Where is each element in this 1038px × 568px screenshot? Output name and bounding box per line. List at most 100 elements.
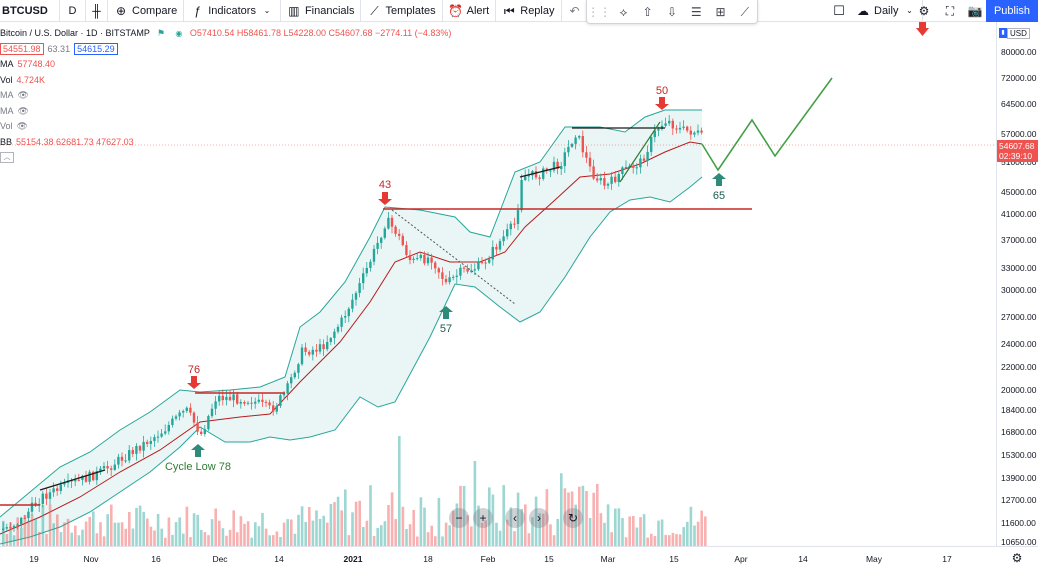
candle-body bbox=[185, 407, 188, 412]
arrow-down-tool-icon[interactable]: ⇩ bbox=[666, 4, 678, 19]
chart-type-button[interactable]: ╫ bbox=[86, 0, 108, 22]
candle-body bbox=[300, 347, 304, 365]
candle-body bbox=[113, 464, 116, 470]
scroll-right-button[interactable]: › bbox=[529, 508, 549, 528]
candle-body bbox=[542, 168, 545, 179]
green-flag-icon[interactable]: ⚑ bbox=[156, 28, 165, 39]
hidden-eye-icon[interactable]: 👁 bbox=[16, 121, 28, 131]
reset-chart-button[interactable]: ↻ bbox=[563, 508, 583, 528]
volume-bar bbox=[365, 520, 369, 546]
volume-bar bbox=[297, 514, 300, 546]
legend-ma3-hidden[interactable]: MA 👁 bbox=[0, 104, 451, 120]
cycle-low-arrow-65 bbox=[712, 173, 726, 186]
snapshot-button[interactable]: 📷 bbox=[962, 0, 988, 22]
time-tick: May bbox=[865, 554, 883, 564]
time-tick: Dec bbox=[212, 554, 228, 564]
candle-body bbox=[77, 479, 80, 481]
volume-bar bbox=[686, 521, 689, 546]
volume-bar bbox=[624, 537, 628, 546]
undo-icon: ↶ bbox=[569, 3, 580, 18]
alert-button[interactable]: ⏰ Alert bbox=[443, 0, 497, 22]
measure-tool-icon[interactable]: ⊞ bbox=[715, 4, 726, 19]
volume-bar bbox=[570, 491, 574, 546]
arrow-up-tool-icon[interactable]: ⇧ bbox=[642, 4, 653, 19]
candle-body bbox=[632, 165, 635, 168]
candle-body bbox=[192, 412, 196, 423]
volume-bar bbox=[578, 486, 581, 546]
volume-bar bbox=[178, 517, 181, 546]
volume-bar bbox=[581, 485, 585, 546]
interval-button[interactable]: D bbox=[60, 0, 86, 22]
candle-body bbox=[45, 493, 48, 499]
candle-body bbox=[405, 245, 408, 256]
undo-button[interactable]: ↶ bbox=[562, 0, 588, 22]
legend-vol[interactable]: Vol 4.724K bbox=[0, 73, 451, 89]
hidden-eye-icon[interactable]: 👁 bbox=[17, 105, 29, 116]
legend-bb[interactable]: BB 55154.38 62681.73 47627.03 bbox=[0, 135, 451, 151]
candle-body bbox=[344, 316, 347, 318]
volume-bar bbox=[315, 510, 318, 546]
time-axis[interactable]: ⚙ 19 Nov 16 Dec 14 2021 18 Feb 15 Mar 15 Apr 14 May 17 bbox=[0, 546, 1038, 568]
candle-body bbox=[502, 236, 505, 242]
volume-bar bbox=[12, 535, 16, 546]
volume-bar bbox=[59, 532, 63, 546]
legend-ma2-hidden[interactable]: MA 👁 bbox=[0, 88, 451, 104]
candle-body bbox=[452, 276, 455, 278]
candle-body bbox=[30, 502, 34, 512]
settings-button[interactable]: ⚙ bbox=[911, 0, 937, 22]
candle-body bbox=[531, 171, 534, 176]
volume-bar bbox=[556, 518, 559, 546]
alarm-clock-icon: ⏰ bbox=[448, 3, 464, 18]
publish-button[interactable]: Publish bbox=[986, 0, 1038, 22]
candle-body bbox=[239, 401, 242, 404]
volume-bar bbox=[200, 529, 203, 546]
volume-bar bbox=[106, 514, 109, 546]
candle-body bbox=[668, 120, 671, 124]
candle-body bbox=[272, 405, 275, 412]
bid-price[interactable]: 54551.98 bbox=[0, 43, 44, 56]
lines-tool-icon[interactable]: ☰ bbox=[690, 4, 702, 19]
volume-bar bbox=[466, 515, 469, 546]
indicators-button[interactable]: ƒ Indicators ⌄ bbox=[184, 0, 281, 22]
candle-body bbox=[117, 456, 120, 465]
financials-button[interactable]: ▥ Financials bbox=[281, 0, 362, 22]
legend-price-row: 54551.98 63.31 54615.29 bbox=[0, 42, 451, 58]
pattern-tool-icon[interactable]: ⟡ bbox=[619, 4, 628, 19]
volume-bar bbox=[153, 530, 156, 546]
volume-bar bbox=[477, 505, 480, 546]
candle-body bbox=[131, 450, 134, 454]
price-chart[interactable]: 76 43 50 Cycle Low 78 57 65 bbox=[0, 22, 996, 546]
timeframe-button[interactable]: ☁ Daily ⌄ bbox=[850, 0, 924, 22]
layout-button[interactable]: ☐ bbox=[826, 0, 852, 22]
volume-bar bbox=[664, 534, 667, 546]
currency-label[interactable]: USD bbox=[1007, 28, 1030, 39]
templates-button[interactable]: ⟋ Templates bbox=[361, 0, 443, 22]
price-axis[interactable]: ▮ USD 80000.00 72000.00 64500.00 57000.00 51… bbox=[996, 22, 1038, 547]
zoom-in-button[interactable]: + bbox=[473, 508, 493, 528]
volume-bar bbox=[351, 512, 354, 546]
candle-body bbox=[41, 493, 44, 504]
symbol-search[interactable]: BTCUSD bbox=[0, 0, 60, 22]
volume-bar bbox=[693, 525, 696, 546]
zoom-out-button[interactable]: − bbox=[449, 508, 469, 528]
ask-price[interactable]: 54615.29 bbox=[74, 43, 118, 56]
volume-bar bbox=[329, 503, 333, 546]
collapse-legend-button[interactable]: ︿ bbox=[0, 152, 14, 164]
hidden-eye-icon[interactable]: 👁 bbox=[17, 90, 29, 100]
compare-button[interactable]: ⊕ Compare bbox=[108, 0, 185, 22]
candle-body bbox=[124, 460, 127, 462]
replay-button[interactable]: ⏮ Replay bbox=[496, 0, 562, 22]
price-tick: 33000.00 bbox=[1001, 263, 1037, 273]
gear-icon[interactable]: ⚙ bbox=[1011, 551, 1023, 565]
candle-body bbox=[448, 277, 451, 283]
legend-vol2-hidden[interactable]: Vol 👁 bbox=[0, 119, 451, 135]
scroll-left-button[interactable]: ‹ bbox=[505, 508, 525, 528]
trend-line-tool-icon[interactable]: ⟋ bbox=[740, 4, 750, 19]
legend-ma1[interactable]: MA 57748.40 bbox=[0, 57, 451, 73]
fullscreen-button[interactable]: ⛶ bbox=[937, 0, 963, 22]
time-tick: 14 bbox=[274, 554, 284, 564]
drag-handle-icon[interactable]: ⋮⋮ bbox=[587, 4, 612, 19]
candle-body bbox=[275, 405, 278, 412]
axis-settings-icon[interactable]: ▮ bbox=[999, 28, 1007, 38]
candle-body bbox=[135, 446, 138, 454]
